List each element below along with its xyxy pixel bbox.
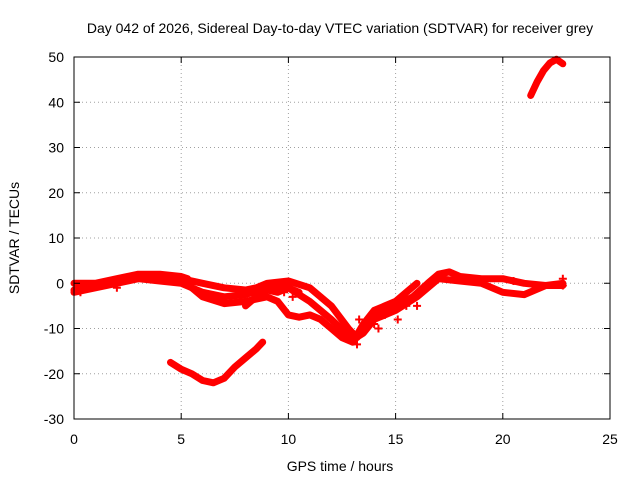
y-tick-label: 0	[56, 275, 64, 291]
y-tick-label: 30	[48, 140, 64, 156]
series-layer	[70, 55, 567, 387]
y-axis-title: SDTVAR / TECUs	[6, 182, 22, 294]
y-tick-label: -20	[44, 366, 64, 382]
x-tick-label: 25	[602, 431, 618, 447]
data-point-marker	[280, 288, 289, 297]
data-point-marker	[145, 274, 154, 283]
data-point-marker	[558, 274, 567, 283]
y-tick-label: 50	[48, 49, 64, 65]
data-point-marker	[413, 301, 422, 310]
data-point-marker	[355, 315, 364, 324]
series-trace-7	[70, 270, 192, 287]
data-point-marker	[509, 276, 518, 285]
x-tick-label: 5	[177, 431, 185, 447]
x-tick-label: 20	[495, 431, 511, 447]
data-point-marker	[374, 324, 383, 333]
series-trace-2	[70, 275, 567, 344]
ticks	[73, 56, 611, 420]
series-trace-8	[349, 279, 421, 346]
data-point-marker	[76, 288, 85, 297]
data-point-marker	[402, 301, 411, 310]
data-point-marker	[380, 310, 389, 319]
grid	[74, 57, 610, 419]
y-tick-label: 10	[48, 230, 64, 246]
x-tick-label: 0	[70, 431, 78, 447]
y-tick-label: -30	[44, 411, 64, 427]
data-point-marker	[558, 281, 567, 290]
x-axis-title: GPS time / hours	[287, 458, 394, 474]
y-tick-label: 20	[48, 185, 64, 201]
x-tick-label: 15	[388, 431, 404, 447]
series-trace-6	[527, 55, 567, 99]
tick-labels: 0 5 10 15 20 25 -30 -20 -10 0 10 20 30 40 50	[44, 49, 618, 447]
data-point-marker	[112, 283, 121, 292]
y-tick-label: 40	[48, 94, 64, 110]
series-trace-5	[167, 338, 267, 387]
data-point-marker	[353, 340, 362, 349]
y-tick-label: -10	[44, 321, 64, 337]
data-point-marker	[370, 319, 379, 328]
data-point-marker	[393, 315, 402, 324]
chart-title: Day 042 of 2026, Sidereal Day-to-day VTE…	[87, 20, 593, 36]
series-trace-3	[177, 275, 357, 346]
marker-layer	[76, 274, 567, 349]
series-trace-4	[242, 284, 303, 310]
data-point-marker	[288, 292, 297, 301]
x-tick-label: 10	[281, 431, 297, 447]
